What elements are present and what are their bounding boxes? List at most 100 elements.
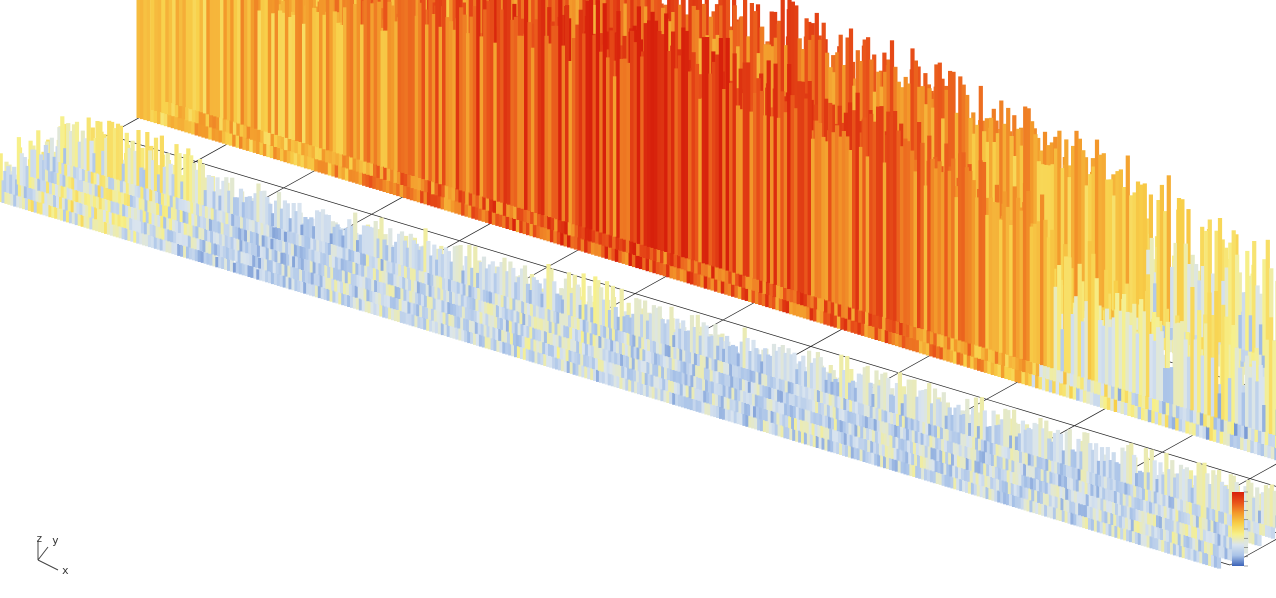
- surface-bar: [927, 383, 932, 424]
- surface-bar: [813, 405, 818, 425]
- surface-bar: [971, 408, 976, 437]
- surface-bar: [417, 249, 422, 271]
- surface-bar: [660, 319, 665, 344]
- surface-bar: [226, 0, 231, 121]
- surface-bar: [757, 390, 762, 408]
- surface-bar: [695, 314, 700, 354]
- surface-bar: [407, 0, 413, 175]
- surface-bar: [1082, 432, 1087, 471]
- surface-bar: [285, 203, 290, 231]
- surface-bar: [613, 307, 618, 330]
- surface-bar: [211, 211, 217, 232]
- surface-bar: [853, 405, 858, 425]
- surface-bar: [46, 153, 51, 171]
- surface-bar: [902, 443, 907, 463]
- surface-bar: [300, 257, 306, 270]
- surface-bar: [74, 121, 80, 168]
- surface-bar: [650, 11, 655, 248]
- surface-bar: [347, 219, 352, 250]
- surface-bar: [644, 369, 649, 385]
- surface-bar: [599, 51, 604, 233]
- surface-bar: [947, 170, 952, 338]
- surface-bar: [877, 385, 882, 409]
- surface-bar: [1044, 478, 1049, 494]
- surface-bar: [1022, 183, 1028, 360]
- surface-bar: [1102, 460, 1107, 477]
- surface-bar: [168, 0, 173, 103]
- surface-bar: [814, 120, 819, 298]
- surface-bar: [192, 0, 197, 111]
- surface-bar: [250, 0, 255, 128]
- surface-bar: [13, 188, 18, 207]
- surface-bar: [238, 188, 244, 217]
- surface-bar: [196, 0, 201, 112]
- surface-bar: [826, 397, 832, 417]
- surface-bar: [142, 169, 147, 188]
- surface-bar: [1132, 303, 1137, 393]
- surface-bar: [900, 456, 905, 474]
- surface-bar: [50, 165, 55, 184]
- surface-bar: [244, 229, 249, 242]
- surface-bar: [356, 240, 361, 252]
- axis-gizmo: z y x: [28, 532, 78, 582]
- surface-bar: [329, 0, 334, 152]
- surface-bar: [363, 251, 368, 266]
- surface-bar: [423, 290, 429, 307]
- surface-bar: [295, 0, 300, 142]
- surface-bar: [1060, 461, 1065, 476]
- surface-bar: [884, 406, 889, 423]
- surface-bar: [575, 284, 580, 318]
- surface-bar: [979, 397, 984, 440]
- surface-bar: [873, 418, 878, 431]
- surface-bar: [883, 454, 888, 469]
- surface-bar: [1019, 483, 1024, 498]
- surface-bar: [199, 0, 204, 113]
- surface-bar: [1149, 449, 1154, 491]
- surface-bar: [182, 0, 187, 108]
- surface-bar: [107, 120, 112, 177]
- surface-bar: [762, 379, 767, 398]
- surface-bar: [230, 177, 235, 214]
- surface-bar: [1205, 473, 1210, 508]
- surface-bar: [894, 459, 899, 472]
- surface-bar: [268, 203, 273, 226]
- surface-bar: [897, 421, 902, 438]
- surface-bar: [1248, 315, 1253, 352]
- surface-bar: [312, 226, 317, 239]
- surface-bar: [217, 236, 222, 257]
- surface-bar: [790, 379, 795, 395]
- surface-bar: [729, 82, 734, 272]
- surface-bar: [220, 0, 225, 119]
- surface-bar: [835, 125, 840, 304]
- surface-bar: [787, 380, 792, 394]
- surface-bar: [901, 434, 906, 451]
- surface-bar: [941, 392, 946, 429]
- surface-bar: [736, 353, 741, 367]
- surface-bar: [194, 242, 199, 262]
- surface-bar: [30, 149, 35, 177]
- surface-bar: [200, 251, 205, 263]
- surface-bar: [558, 0, 563, 221]
- surface-bar: [1216, 513, 1221, 534]
- surface-bar: [651, 305, 656, 341]
- surface-bar: [470, 267, 475, 287]
- surface-bar: [256, 183, 261, 222]
- surface-bar: [403, 282, 408, 301]
- surface-bar: [703, 358, 709, 380]
- surface-bar: [528, 341, 533, 362]
- surface-bar: [546, 264, 551, 310]
- surface-bar: [332, 11, 337, 153]
- surface-bar: [389, 291, 395, 309]
- surface-bar: [865, 441, 870, 463]
- surface-bar: [127, 147, 132, 184]
- surface-bar: [292, 256, 297, 268]
- surface-bar: [1119, 486, 1124, 505]
- surface-bar: [931, 416, 936, 437]
- surface-bar: [889, 116, 894, 320]
- surface-bar: [1183, 528, 1188, 548]
- surface-bar: [360, 24, 365, 161]
- surface-bar: [1204, 323, 1209, 415]
- surface-bar: [725, 37, 730, 271]
- surface-bar: [773, 367, 778, 389]
